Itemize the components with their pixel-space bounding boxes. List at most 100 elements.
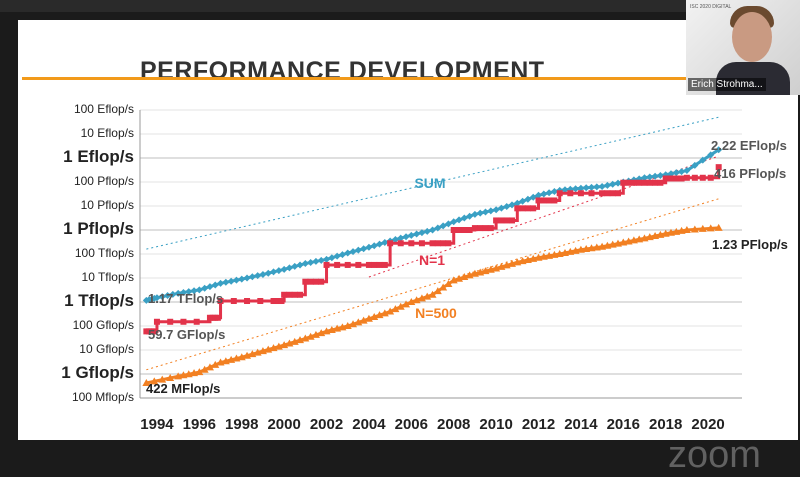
data-point <box>344 261 351 268</box>
data-point <box>151 328 158 335</box>
y-tick-label: 10 Eflop/s <box>80 126 134 140</box>
y-tick-label: 100 Eflop/s <box>73 102 134 116</box>
data-point <box>349 320 358 328</box>
data-point <box>370 312 379 320</box>
data-point <box>311 330 320 338</box>
data-point <box>567 190 574 197</box>
data-point <box>460 214 468 222</box>
data-point <box>333 252 341 260</box>
data-point <box>375 311 384 319</box>
data-point <box>535 197 542 204</box>
data-point <box>270 268 278 276</box>
data-point <box>667 175 674 182</box>
y-tick-label: 1 Tflop/s <box>64 291 134 310</box>
data-point <box>180 318 187 325</box>
data-point <box>535 191 543 199</box>
x-tick-label: 2008 <box>437 416 470 433</box>
data-point <box>232 276 240 284</box>
data-point <box>344 249 352 257</box>
data-point <box>307 258 315 266</box>
data-point <box>439 222 447 230</box>
data-point <box>444 279 453 287</box>
data-point <box>456 227 463 233</box>
data-point <box>683 174 690 181</box>
data-point <box>354 318 363 326</box>
data-point <box>503 202 511 210</box>
data-point <box>519 197 527 205</box>
y-tick-label: 100 Gflop/s <box>72 318 134 332</box>
data-point <box>193 318 200 325</box>
data-point <box>652 179 659 186</box>
y-tick-label: 100 Tflop/s <box>74 246 134 260</box>
data-point <box>360 245 368 253</box>
data-point <box>397 240 404 247</box>
data-point <box>593 183 601 191</box>
speaker-name-label: Erich Strohma... <box>688 78 766 91</box>
data-point <box>667 170 675 178</box>
data-point <box>412 296 421 304</box>
data-point <box>328 254 336 262</box>
data-point <box>297 291 304 298</box>
x-tick-label: 2010 <box>479 416 512 433</box>
data-point <box>482 208 490 216</box>
data-point <box>466 227 473 233</box>
speaker-video-tile[interactable]: ISC 2020 DIGITAL Erich Strohma... <box>686 0 800 95</box>
data-point <box>259 270 267 278</box>
data-point <box>211 360 220 368</box>
data-point <box>651 172 659 180</box>
x-tick-label: 2006 <box>395 416 428 433</box>
data-point <box>524 195 532 203</box>
data-point <box>699 174 706 181</box>
data-point <box>301 260 309 268</box>
data-point <box>217 298 224 305</box>
y-tick-label: 10 Tflop/s <box>81 270 134 284</box>
data-point <box>323 261 330 268</box>
data-point <box>678 175 685 182</box>
data-point <box>673 175 680 182</box>
data-point <box>450 227 457 233</box>
data-point <box>418 240 425 247</box>
data-point <box>334 261 341 268</box>
data-point <box>349 248 357 256</box>
y-tick-label: 1 Pflop/s <box>63 219 134 238</box>
window-top-bar <box>0 0 800 12</box>
data-point <box>370 242 378 250</box>
series-label: N=500 <box>415 305 457 321</box>
data-point <box>699 156 707 164</box>
data-point <box>625 179 632 186</box>
data-point <box>190 287 198 295</box>
video-overlay-text: ISC 2020 DIGITAL <box>690 4 732 10</box>
data-point <box>285 264 293 272</box>
data-point <box>514 205 521 212</box>
data-point <box>439 283 448 291</box>
data-point <box>657 179 664 186</box>
data-point <box>296 261 304 269</box>
data-point <box>291 291 298 298</box>
data-point <box>323 255 331 263</box>
data-point <box>264 269 272 277</box>
data-point <box>164 292 172 300</box>
data-point <box>588 190 595 197</box>
data-point <box>545 189 553 197</box>
data-point <box>429 226 437 234</box>
data-point <box>174 289 182 297</box>
data-point <box>691 161 699 169</box>
data-point <box>519 205 526 212</box>
data-point <box>556 190 563 197</box>
data-point <box>450 218 458 226</box>
data-point <box>158 293 166 301</box>
x-tick-label: 1994 <box>140 416 174 433</box>
data-point <box>338 251 346 259</box>
data-point <box>561 186 569 194</box>
y-tick-label: 1 Gflop/s <box>61 363 134 382</box>
data-point <box>546 197 553 204</box>
data-point <box>222 278 230 286</box>
data-point <box>306 332 315 340</box>
data-point <box>614 190 621 197</box>
data-point <box>407 298 416 305</box>
data-point <box>429 240 436 247</box>
data-point <box>440 240 447 247</box>
data-point <box>445 240 452 247</box>
data-point <box>317 329 326 337</box>
